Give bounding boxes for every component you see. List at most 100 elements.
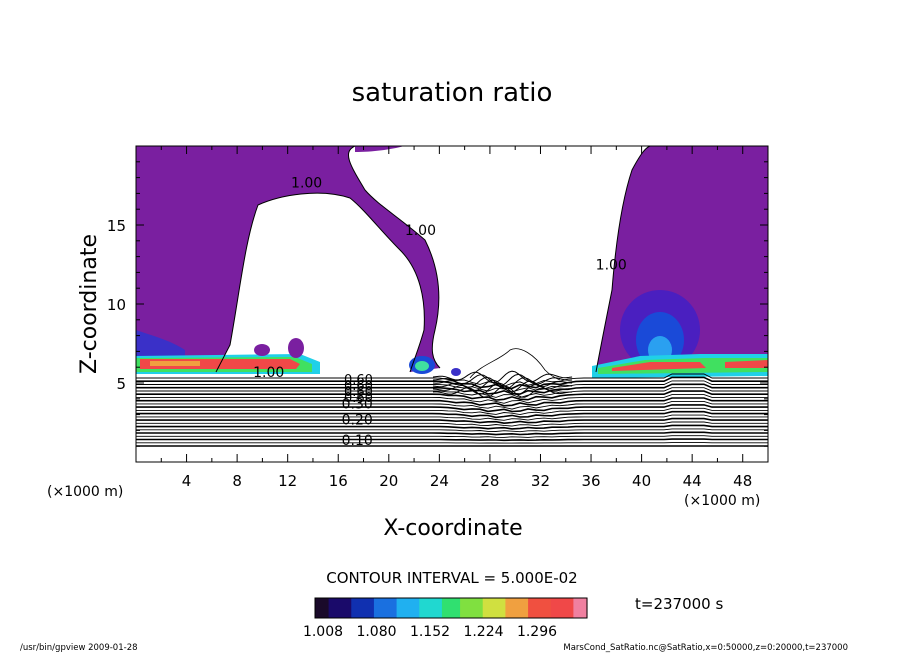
cloud-layer-left-orange <box>150 361 200 366</box>
x-tick-label: 24 <box>430 472 449 490</box>
y-ticks: 5 10 15 <box>107 161 768 447</box>
contour-line <box>136 397 768 407</box>
colorbar-swatch <box>496 598 502 618</box>
contour-label-layer: 1.001.001.001.000.300.200.100.600.600.60… <box>253 176 627 450</box>
colorbar-swatch <box>369 598 375 618</box>
contour-lines <box>136 145 768 447</box>
x-tick-label: 28 <box>480 472 499 490</box>
x-tick-label: 32 <box>531 472 550 490</box>
colorbar-swatch <box>478 598 484 618</box>
colorbar-swatch <box>401 598 407 618</box>
colorbar-swatch <box>446 598 452 618</box>
colorbar-swatch <box>410 598 416 618</box>
contour-label: 0.20 <box>342 413 373 429</box>
bump-left-1 <box>254 344 270 356</box>
colorbar-swatch <box>428 598 434 618</box>
contour-line-perturbed <box>432 370 573 384</box>
saturation-contour-1 <box>347 145 441 369</box>
y-axis-label: Z-coordinate <box>77 234 102 374</box>
contour-label: 1.00 <box>405 223 436 239</box>
contour-label: 0.30 <box>342 397 373 413</box>
supersaturated-region-top <box>355 146 404 152</box>
contour-line <box>136 410 768 419</box>
colorbar-swatch <box>396 598 402 618</box>
contour-line <box>136 400 768 410</box>
y-tick-label: 5 <box>116 375 126 393</box>
colorbar-frame <box>314 597 588 619</box>
colorbar-swatch <box>387 598 393 618</box>
colorbar-swatch <box>514 598 520 618</box>
colorbar-swatch <box>364 598 370 618</box>
colorbar-swatch <box>505 598 511 618</box>
contour-interval-label: CONTOUR INTERVAL = 5.000E-02 <box>326 569 577 587</box>
contour-line <box>136 394 768 404</box>
colorbar-swatch <box>568 598 574 618</box>
colorbar-swatch <box>582 598 588 618</box>
colorbar-swatch <box>342 598 348 618</box>
plot-area: 1.001.001.001.000.300.200.100.600.600.60… <box>107 145 769 490</box>
x-tick-label: 40 <box>632 472 651 490</box>
footer-right: MarsCond_SatRatio.nc@SatRatio,x=0:50000,… <box>563 643 848 653</box>
colorbar-swatch <box>555 598 561 618</box>
colorbar-swatch <box>324 598 330 618</box>
contour-line <box>136 404 768 413</box>
colorbar-swatch <box>564 598 570 618</box>
contour-line <box>136 424 768 430</box>
colorbar-swatch <box>351 598 357 618</box>
colorbar-swatch <box>550 598 556 618</box>
saturation-contour-2 <box>215 192 425 373</box>
colorbar-swatch <box>473 598 479 618</box>
colorbar-swatch <box>392 598 398 618</box>
contour-line <box>136 421 768 427</box>
contour-line <box>136 435 768 438</box>
colorbar: 1.008 1.080 1.152 1.224 1.296 <box>303 597 588 640</box>
colorbar-swatch <box>346 598 352 618</box>
chart-title: saturation ratio <box>352 78 553 108</box>
x-ticks: 4 8 12 16 20 24 28 32 36 40 44 48 <box>160 146 752 490</box>
cloud-layer-right-red <box>612 362 706 371</box>
x-tick-label: 12 <box>278 472 297 490</box>
colorbar-swatch <box>500 598 506 618</box>
blob-mid-2 <box>451 368 461 376</box>
contour-line <box>136 407 768 416</box>
contour-label: 1.00 <box>596 258 627 274</box>
colorbar-tick-label: 1.152 <box>410 624 450 640</box>
x-tick-label: 16 <box>329 472 348 490</box>
colorbar-swatch <box>437 598 443 618</box>
x-axis-label: X-coordinate <box>383 516 522 541</box>
contour-label: 1.00 <box>291 176 322 192</box>
x-tick-label: 48 <box>733 472 752 490</box>
colorbar-swatch <box>355 598 361 618</box>
blob-mid-core <box>415 361 429 371</box>
colorbar-swatch <box>537 598 543 618</box>
y-tick-label: 15 <box>107 217 126 235</box>
colorbar-swatch <box>337 598 343 618</box>
colorbar-swatch <box>509 598 516 618</box>
colorbar-swatch <box>460 598 466 618</box>
saturation-contour-3 <box>595 145 651 373</box>
contour-label: 1.00 <box>253 365 284 381</box>
contour-line <box>136 442 768 444</box>
contour-label-stacked: 0.60 <box>344 379 373 394</box>
colorbar-swatch <box>383 598 389 618</box>
x-tick-label: 8 <box>232 472 242 490</box>
colorbar-swatch <box>546 598 552 618</box>
colorbar-swatch <box>319 598 325 618</box>
y-unit-label: (×1000 m) <box>47 484 123 500</box>
colorbar-swatch <box>487 598 493 618</box>
colorbar-swatch <box>573 598 579 618</box>
colorbar-swatch <box>414 598 420 618</box>
colorbar-swatch <box>577 598 584 618</box>
colorbar-swatch <box>419 598 425 618</box>
contour-line-perturbed <box>432 379 573 393</box>
colorbar-swatch <box>451 598 457 618</box>
contour-line <box>136 380 768 393</box>
contour-line-perturbed <box>432 373 573 387</box>
colorbar-swatch <box>333 598 339 618</box>
contour-line <box>136 438 768 442</box>
contour-label-stacked: 0.60 <box>344 385 373 400</box>
supersaturated-region-left <box>136 146 440 372</box>
x-tick-label: 20 <box>379 472 398 490</box>
bump-left-2 <box>288 338 304 358</box>
